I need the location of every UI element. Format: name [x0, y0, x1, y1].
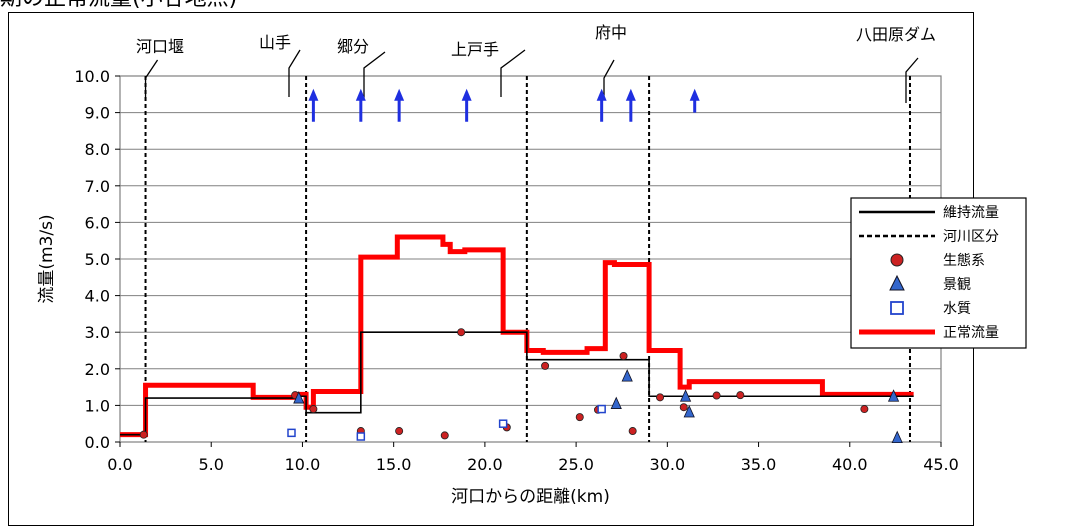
- up-arrow-head: [625, 88, 636, 101]
- y-tick-label: 2.0: [85, 360, 110, 379]
- x-tick-label: 40.0: [832, 455, 868, 474]
- ecosystem-point: [628, 427, 637, 436]
- y-tick-label: 3.0: [85, 323, 110, 342]
- ecosystem-point: [619, 351, 628, 360]
- water-quality-point: [356, 432, 366, 441]
- section-label: 八田原ダム: [856, 25, 936, 44]
- x-tick-label: 5.0: [198, 455, 223, 474]
- up-arrow-head: [355, 88, 366, 101]
- section-label: 上戸手: [451, 40, 499, 59]
- y-tick-label: 9.0: [85, 104, 110, 123]
- axis-ticks: 0.0 1.0 2.0 3.0 4.0 5.0 6.0 7.0 8.0 9.0 10.0 0.0 5.0…: [74, 67, 958, 474]
- up-arrow-head: [394, 88, 405, 101]
- x-tick-label: 45.0: [923, 455, 959, 474]
- x-tick-label: 30.0: [650, 455, 686, 474]
- ecosystem-point: [656, 393, 665, 402]
- up-arrow-head: [596, 88, 607, 101]
- up-arrow-head: [308, 88, 319, 101]
- y-tick-label: 8.0: [85, 140, 110, 159]
- ecosystem-point: [457, 328, 466, 337]
- legend-label: 景観: [943, 276, 971, 293]
- ecosystem-point: [309, 405, 318, 414]
- section-label: 府中: [595, 23, 627, 42]
- section-leader-line: [144, 59, 159, 97]
- landscape-point: [887, 389, 900, 402]
- landscape-point: [610, 396, 622, 409]
- legend-label: 水質: [943, 301, 971, 317]
- ecosystem-point: [395, 427, 404, 436]
- section-leader-line: [905, 57, 919, 103]
- scatter-points: [139, 328, 903, 444]
- landscape-point: [293, 391, 305, 404]
- section-leader-line: [288, 49, 301, 97]
- up-arrow-head: [689, 88, 700, 101]
- x-axis-title: 河口からの距離(km): [451, 487, 610, 507]
- water-quality-point: [498, 419, 508, 428]
- x-tick-label: 15.0: [376, 455, 412, 474]
- legend-label: 正常流量: [943, 325, 999, 341]
- legend-box: [850, 197, 1027, 349]
- ecosystem-point: [440, 431, 449, 440]
- grid-lines: [120, 112, 941, 406]
- y-tick-label: 1.0: [85, 396, 110, 415]
- water-quality-point: [287, 428, 296, 438]
- x-tick-label: 10.0: [285, 455, 321, 474]
- y-tick-label: 10.0: [74, 67, 110, 86]
- x-tick-label: 25.0: [558, 455, 594, 474]
- x-tick-label: 20.0: [467, 455, 503, 474]
- legend-swatch-circle: [890, 253, 904, 267]
- ecosystem-point: [860, 405, 869, 414]
- landscape-point: [891, 430, 903, 444]
- y-tick-label: 6.0: [85, 213, 110, 232]
- ecosystem-point: [541, 361, 550, 370]
- landscape-point: [679, 389, 692, 402]
- y-tick-label: 7.0: [85, 177, 110, 196]
- ecosystem-point: [679, 403, 688, 412]
- section-label: 郷分: [337, 37, 369, 56]
- water-quality-point: [597, 404, 606, 414]
- ecosystem-point: [712, 391, 721, 400]
- y-axis-title: 流量(m3/s): [37, 214, 57, 303]
- legend-swatch-square: [890, 301, 904, 315]
- y-tick-label: 5.0: [85, 250, 110, 269]
- y-tick-label: 0.0: [85, 433, 110, 452]
- legend-label: 生態系: [943, 253, 985, 269]
- ecosystem-point: [139, 430, 148, 439]
- legend-swatch-triangle: [889, 274, 905, 291]
- ecosystem-point: [736, 391, 745, 400]
- section-label: 河口堰: [136, 37, 184, 56]
- legend-label: 河川区分: [943, 229, 999, 245]
- x-tick-label: 0.0: [107, 455, 132, 474]
- landscape-point: [621, 369, 633, 382]
- landscape-point: [683, 405, 695, 418]
- ecosystem-point: [575, 413, 584, 422]
- section-labels: 河口堰 山手 郷分 上戸手 府中 八田原ダム: [136, 23, 936, 103]
- y-tick-label: 4.0: [85, 287, 110, 306]
- chart-title-cropped: 期の正常流量(小谷地点): [0, 0, 237, 10]
- section-leader-line: [500, 49, 526, 97]
- x-tick-label: 35.0: [741, 455, 777, 474]
- section-label: 山手: [259, 33, 291, 52]
- up-arrow-head: [461, 88, 472, 101]
- section-leader-line: [603, 59, 615, 97]
- series-line: [120, 331, 914, 436]
- legend-label: 維持流量: [943, 205, 999, 221]
- flow-arrows: [308, 88, 700, 122]
- series-lines: [120, 234, 914, 438]
- section-leader-line: [363, 51, 386, 98]
